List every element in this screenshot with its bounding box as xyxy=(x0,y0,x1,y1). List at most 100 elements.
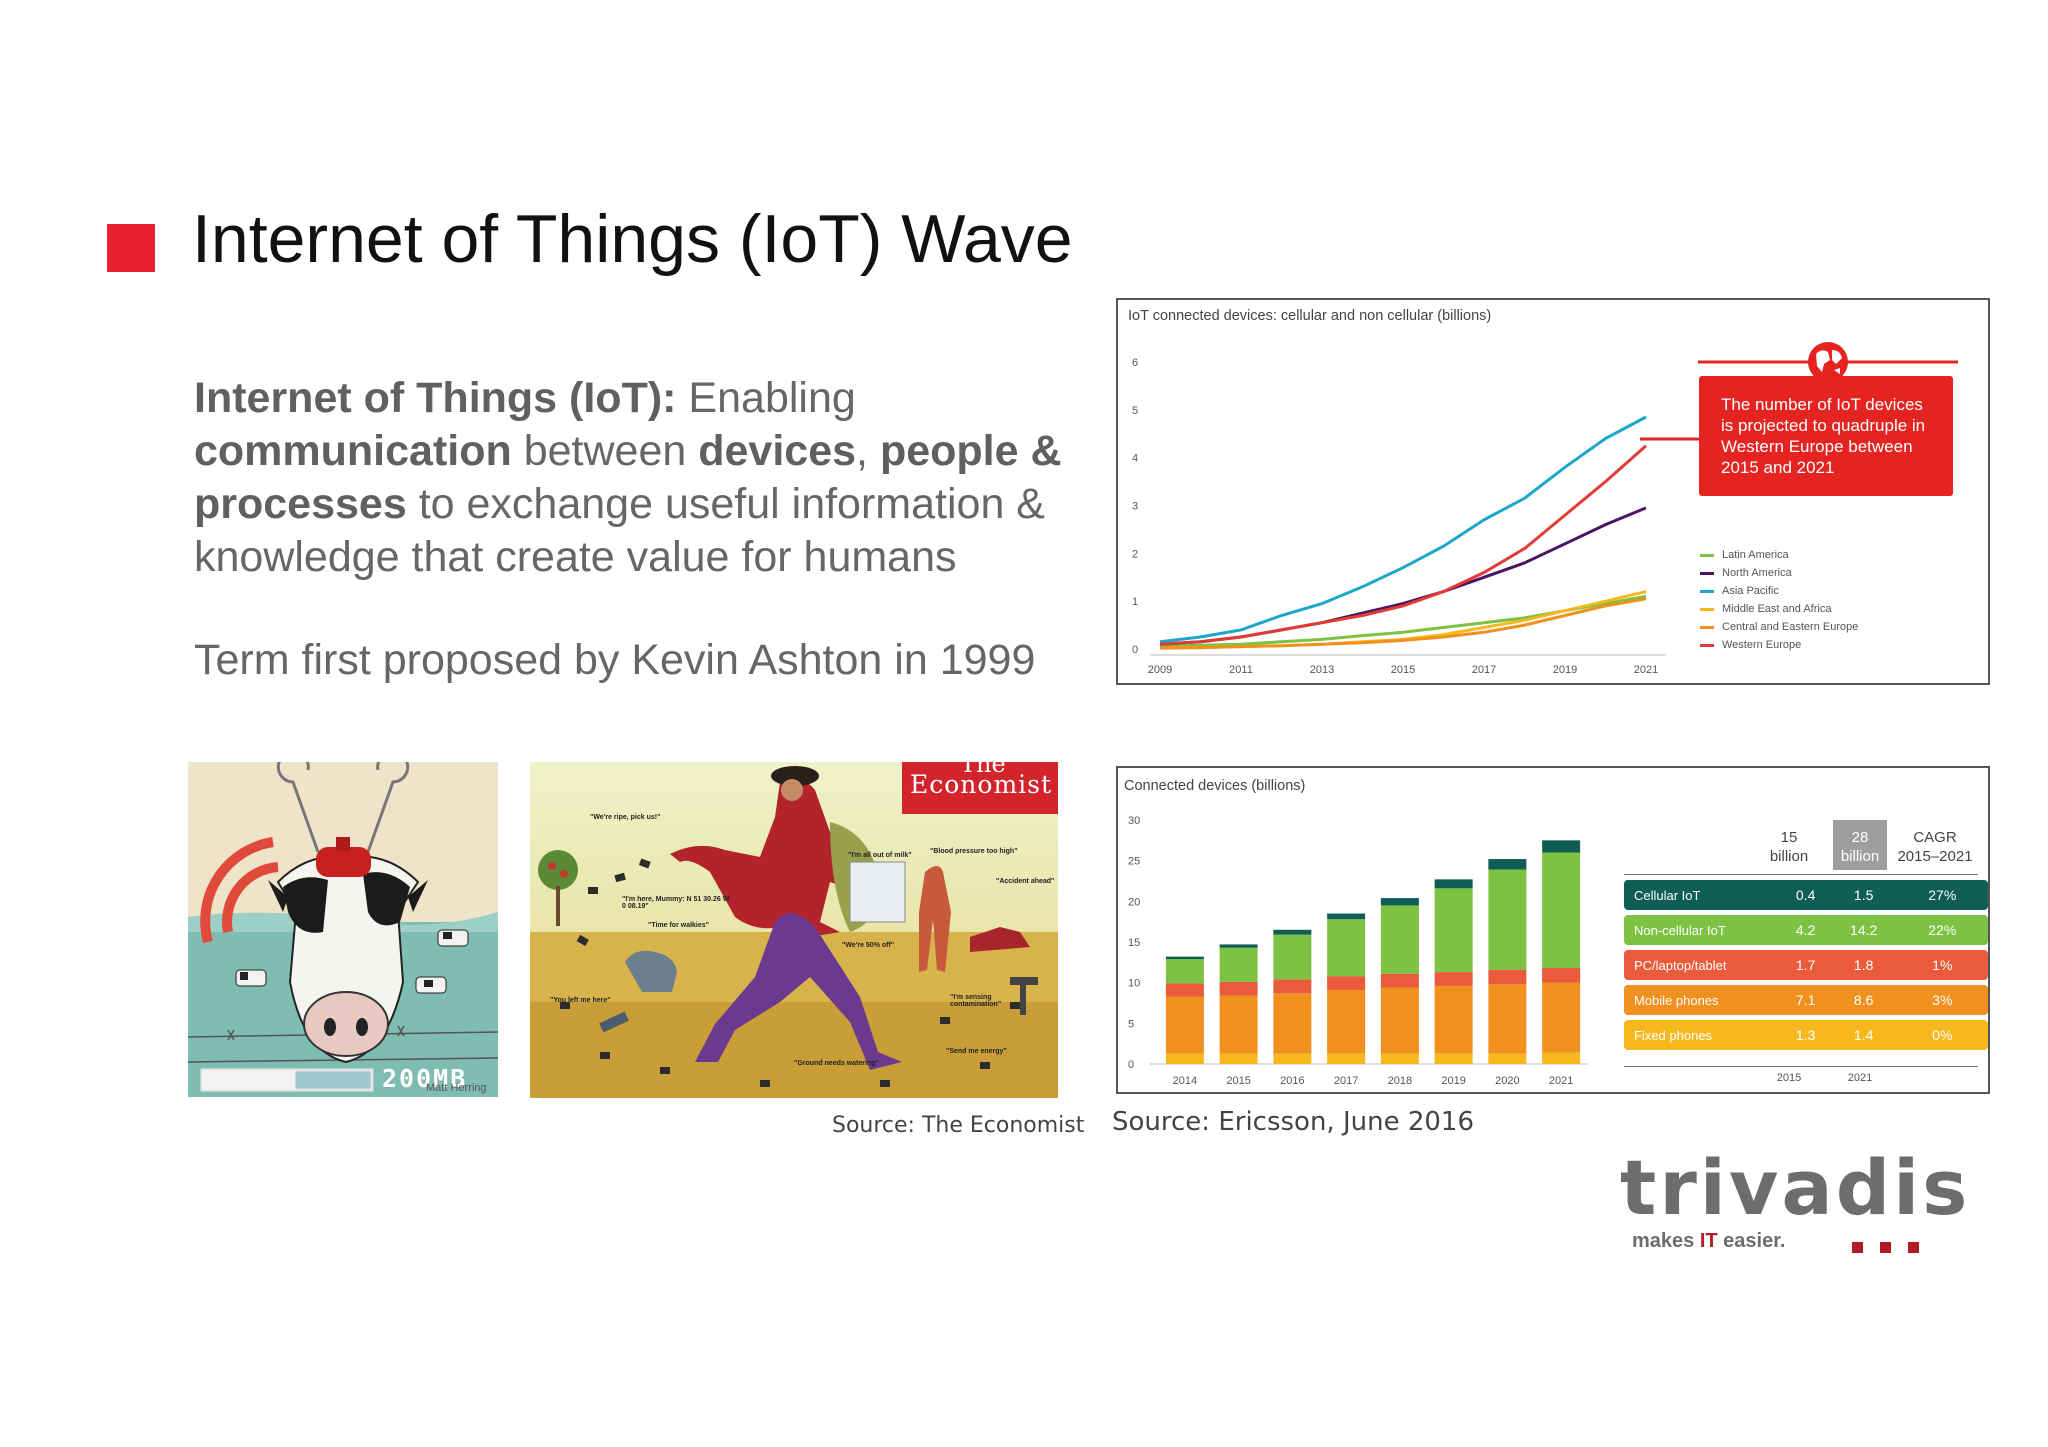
row-value-2021: 1.5 xyxy=(1830,880,1897,910)
cow-illustration: 200MB Matt Herring xyxy=(188,762,498,1097)
artist-signature: Matt Herring xyxy=(426,1082,487,1094)
economist-illustration: The Economist "We're ripe, pick us!" "I'… xyxy=(530,762,1058,1098)
x-tick-label: 2019 xyxy=(1441,1075,1465,1087)
caption: "We're ripe, pick us!" xyxy=(590,814,661,821)
table-header-2015: 15 billion xyxy=(1769,829,1809,865)
western-europe-callout: The number of IoT devices is projected t… xyxy=(1699,376,1953,496)
caption: "I'm all out of milk" xyxy=(848,852,912,859)
tagline-text: easier. xyxy=(1717,1230,1786,1252)
bar-segment-mobile-phones xyxy=(1273,993,1312,1054)
table-row: Mobile phones 7.1 8.6 3% xyxy=(1624,985,1988,1015)
row-label: PC/laptop/tablet xyxy=(1624,950,1781,980)
row-cagr: 27% xyxy=(1896,880,1988,910)
term-origin: Term first proposed by Kevin Ashton in 1… xyxy=(194,636,1036,684)
tagline-it: IT xyxy=(1699,1230,1718,1252)
y-tick-label: 5 xyxy=(1132,405,1138,417)
bar-segment-non-cellular-iot xyxy=(1219,947,1258,982)
x-tick-label: 2018 xyxy=(1388,1075,1412,1087)
caption: "I'm here, Mummy: N 51 30.26 W 0 08.19" xyxy=(622,896,730,910)
series-line-western-europe xyxy=(1159,444,1647,646)
bar-segment-fixed-phones xyxy=(1219,1053,1258,1064)
x-tick-label: 2019 xyxy=(1553,664,1577,676)
row-cagr: 1% xyxy=(1896,950,1988,980)
legend-item: Latin America xyxy=(1700,546,1858,564)
bar-segment-pc-laptop-tablet xyxy=(1273,979,1312,994)
trivadis-logo: trivadis makes IT easier. xyxy=(1620,1148,1967,1258)
bar-segment-pc-laptop-tablet xyxy=(1434,972,1473,986)
callout-connector xyxy=(1640,437,1700,441)
bar-segment-mobile-phones xyxy=(1542,982,1581,1053)
row-label: Non-cellular IoT xyxy=(1624,915,1781,945)
caption: "You left me here" xyxy=(550,997,611,1004)
title-bullet xyxy=(107,224,155,272)
row-value-2021: 1.8 xyxy=(1830,950,1897,980)
row-value-2015: 7.1 xyxy=(1780,985,1831,1015)
row-cagr: 22% xyxy=(1896,915,1988,945)
bar-segment-non-cellular-iot xyxy=(1327,919,1366,977)
table-header-cagr: CAGR 2015–2021 xyxy=(1897,829,1973,865)
definition-text: Enabling xyxy=(676,374,856,422)
legend-item: Central and Eastern Europe xyxy=(1700,618,1858,636)
row-label: Cellular IoT xyxy=(1624,880,1781,910)
x-tick-label: 2015 xyxy=(1226,1075,1250,1087)
bar-segment-fixed-phones xyxy=(1380,1053,1419,1064)
table-row: PC/laptop/tablet 1.7 1.8 1% xyxy=(1624,950,1988,980)
y-tick-label: 2 xyxy=(1132,548,1138,560)
bar-segment-cellular-iot xyxy=(1488,859,1527,870)
x-tick-label: 2017 xyxy=(1334,1075,1358,1087)
row-label: Fixed phones xyxy=(1624,1020,1781,1050)
tagline-text: makes xyxy=(1632,1230,1700,1252)
x-tick-label: 2009 xyxy=(1148,664,1172,676)
y-tick-label: 15 xyxy=(1128,937,1140,949)
legend-label: Asia Pacific xyxy=(1722,585,1779,597)
bar-segment-non-cellular-iot xyxy=(1273,934,1312,980)
row-value-2015: 1.3 xyxy=(1780,1020,1831,1050)
bar-segment-cellular-iot xyxy=(1165,956,1204,960)
x-tick-label: 2015 xyxy=(1391,664,1415,676)
legend-item: Asia Pacific xyxy=(1700,582,1858,600)
legend-swatch xyxy=(1700,553,1714,557)
bar-segment-cellular-iot xyxy=(1542,840,1581,853)
bar-segment-cellular-iot xyxy=(1380,898,1419,906)
caption: "Time for walkies" xyxy=(648,922,709,929)
y-tick-label: 25 xyxy=(1128,856,1140,868)
legend-swatch xyxy=(1700,571,1714,575)
bar-segment-pc-laptop-tablet xyxy=(1327,976,1366,990)
table-row: Cellular IoT 0.4 1.5 27% xyxy=(1624,880,1988,910)
y-tick-label: 6 xyxy=(1132,357,1138,369)
definition-text: , xyxy=(856,427,880,475)
y-tick-label: 5 xyxy=(1128,1018,1134,1030)
series-line-north-america xyxy=(1159,506,1647,646)
row-value-2015: 1.7 xyxy=(1780,950,1831,980)
table-divider xyxy=(1624,874,1978,875)
y-tick-label: 3 xyxy=(1132,501,1138,513)
bar-segment-fixed-phones xyxy=(1434,1053,1473,1064)
bar-segment-mobile-phones xyxy=(1380,987,1419,1054)
bar-segment-fixed-phones xyxy=(1165,1053,1204,1064)
line-chart-title: IoT connected devices: cellular and non … xyxy=(1128,308,1492,324)
definition-text: between xyxy=(511,427,699,475)
caption: "Accident ahead" xyxy=(996,878,1055,885)
series-line-asia-pacific xyxy=(1159,415,1647,644)
x-tick-label: 2017 xyxy=(1472,664,1496,676)
definition-bold: communication xyxy=(194,427,512,475)
table-row: Fixed phones 1.3 1.4 0% xyxy=(1624,1020,1988,1050)
table-header-2021: 28 billion xyxy=(1833,820,1887,870)
legend-swatch xyxy=(1700,589,1714,593)
bar-segment-pc-laptop-tablet xyxy=(1542,968,1581,983)
legend-swatch xyxy=(1700,607,1714,611)
iot-devices-line-chart: IoT connected devices: cellular and non … xyxy=(1116,298,1990,685)
bar-chart-plot: 0 5 10 15 20 25 30 2014 2015 2016 2017 2018 2019 2020… xyxy=(1128,815,1588,1087)
bar-segment-cellular-iot xyxy=(1327,913,1366,920)
bar-segment-non-cellular-iot xyxy=(1542,852,1581,969)
bar-segment-mobile-phones xyxy=(1488,984,1527,1054)
x-tick-label: 2014 xyxy=(1173,1075,1197,1087)
bar-segment-non-cellular-iot xyxy=(1488,869,1527,970)
definition-term: Internet of Things (IoT): xyxy=(194,374,677,422)
x-tick-label: 2021 xyxy=(1549,1075,1573,1087)
y-tick-label: 4 xyxy=(1132,453,1138,465)
bar-segment-cellular-iot xyxy=(1219,944,1258,948)
legend-swatch xyxy=(1700,643,1714,647)
bar-segment-mobile-phones xyxy=(1327,989,1366,1054)
y-tick-label: 1 xyxy=(1132,596,1138,608)
